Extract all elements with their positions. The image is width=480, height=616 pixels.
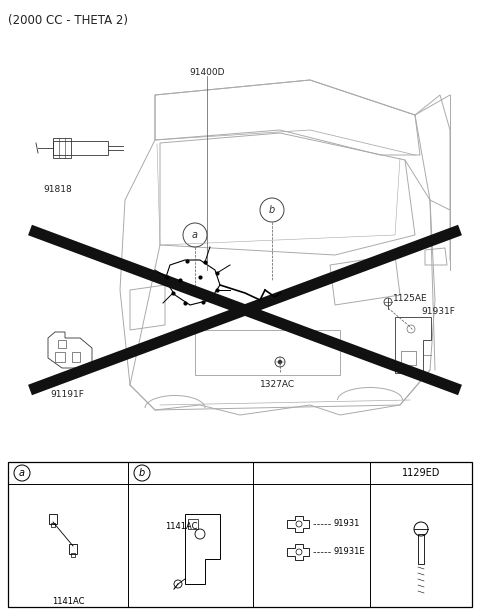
Text: (2000 CC - THETA 2): (2000 CC - THETA 2) — [8, 14, 128, 27]
Text: 91400D: 91400D — [189, 68, 225, 77]
Bar — [401, 351, 416, 365]
Text: 91931F: 91931F — [421, 307, 455, 316]
Bar — [72, 352, 80, 362]
Text: b: b — [139, 468, 145, 478]
Bar — [188, 519, 198, 529]
Text: a: a — [19, 468, 25, 478]
Text: 91931E: 91931E — [333, 548, 365, 556]
Bar — [8, 462, 472, 607]
Bar — [58, 340, 66, 348]
Text: a: a — [192, 230, 198, 240]
Text: 91191F: 91191F — [50, 390, 84, 399]
Bar — [53, 138, 71, 158]
Text: b: b — [269, 205, 275, 215]
Bar — [418, 534, 424, 564]
Text: 91818: 91818 — [44, 185, 72, 194]
Bar — [69, 544, 77, 554]
Bar — [71, 553, 75, 557]
Text: 1125AE: 1125AE — [393, 294, 428, 303]
Bar — [51, 523, 55, 527]
Circle shape — [278, 360, 282, 364]
Text: 91931: 91931 — [333, 519, 360, 529]
Bar — [49, 514, 57, 524]
Text: 1327AC: 1327AC — [261, 380, 296, 389]
Bar — [55, 352, 65, 362]
Bar — [195, 330, 340, 375]
Bar — [53, 141, 108, 155]
Text: 1141AC: 1141AC — [52, 597, 84, 606]
Text: 1141AC: 1141AC — [165, 522, 197, 531]
Text: 1129ED: 1129ED — [402, 468, 440, 478]
